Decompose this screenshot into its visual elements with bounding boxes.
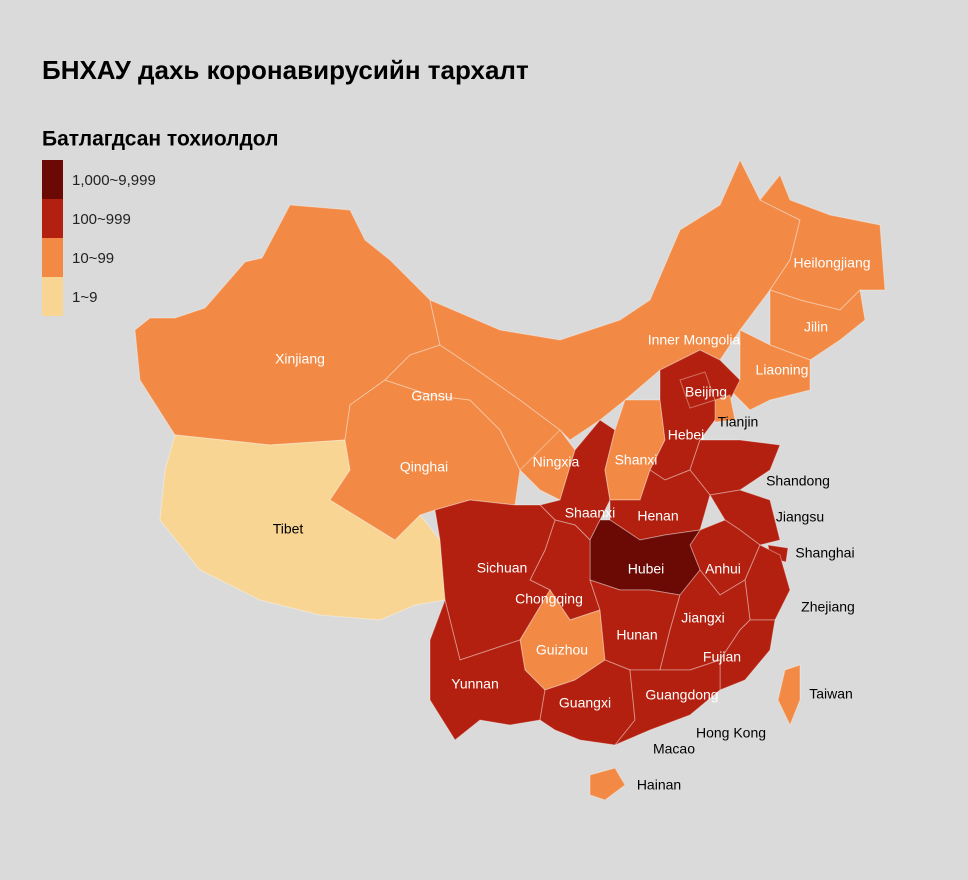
province-label: Taiwan [809,686,853,702]
province-label: Guizhou [536,642,588,658]
province-label: Hebei [668,427,705,443]
province [777,664,801,727]
province-label: Tianjin [718,414,759,430]
province-label: Qinghai [400,459,448,475]
province-label: Shaanxi [565,505,616,521]
province-label: Fujian [703,649,741,665]
province-label: Jilin [804,319,828,335]
province-label: Hainan [637,777,681,793]
map: Xinjiang Tibet Qinghai Gansu Inner Mongolia H… [134,158,886,801]
province-label: Beijing [685,384,727,400]
title: БНХАУ дахь коронавирусийн тархалт [42,55,529,85]
legend: 1,000~9,999 100~999 10~99 1~9 [42,160,156,316]
legend-swatch [42,199,63,238]
province-label: Ningxia [533,454,580,470]
province [589,767,626,801]
province-label: Shanxi [615,452,658,468]
province-label: Anhui [705,561,741,577]
place-label: Macao [653,741,695,757]
legend-label: 1,000~9,999 [72,172,156,189]
province-label: Shanghai [795,545,854,561]
province-label: Guangxi [559,695,611,711]
province-label: Zhejiang [801,599,855,615]
province-label: Yunnan [451,676,499,692]
province-label: Henan [637,508,678,524]
province-label: Sichuan [477,560,528,576]
legend-swatch [42,160,63,199]
province [714,394,736,423]
legend-swatch [42,238,63,277]
legend-label: 1~9 [72,289,97,306]
legend-label: 10~99 [72,250,114,267]
province-label: Jiangsu [776,509,824,525]
province [719,619,776,691]
province-label: Tibet [273,521,304,537]
province-label: Chongqing [515,591,583,607]
place-label: Hong Kong [696,725,766,741]
province-label: Inner Mongolia [648,332,741,348]
province [134,204,441,446]
province-label: Liaoning [756,362,809,378]
province-label: Shandong [766,473,830,489]
legend-label: 100~999 [72,211,131,228]
province-label: Heilongjiang [793,255,870,271]
legend-swatch [42,277,63,316]
legend-title: Батлагдсан тохиолдол [42,128,278,151]
province-label: Jiangxi [681,610,725,626]
province-label: Hunan [616,627,657,643]
province-label: Guangdong [645,687,718,703]
province-label: Gansu [411,388,452,404]
province-label: Xinjiang [275,351,325,367]
province-label: Hubei [628,561,665,577]
province [614,659,721,746]
